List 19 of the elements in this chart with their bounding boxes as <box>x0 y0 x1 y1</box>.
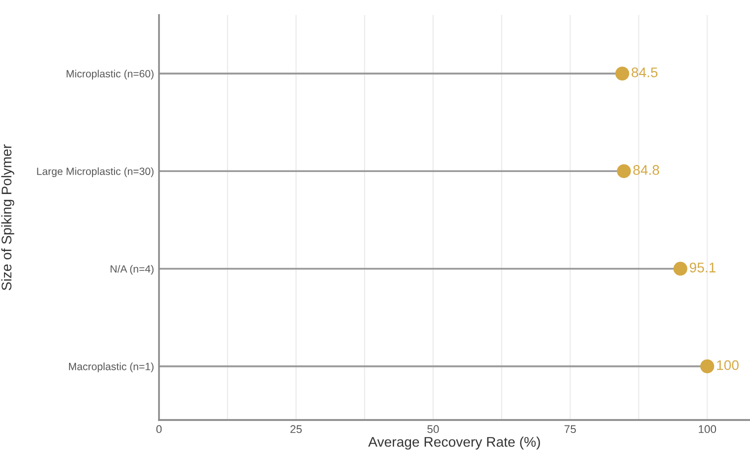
data-label: 84.8 <box>633 165 660 175</box>
x-axis-title: Average Recovery Rate (%) <box>368 436 540 450</box>
x-tick-label: 25 <box>290 425 302 434</box>
point <box>616 164 631 178</box>
y-tick-label: Macroplastic (n=1) <box>69 362 154 372</box>
point <box>615 66 630 80</box>
y-tick-label: N/A (n=4) <box>110 264 154 275</box>
y-tick-label: Large Microplastic (n=30) <box>37 167 154 178</box>
data-label: 84.5 <box>632 67 658 78</box>
point <box>673 262 688 276</box>
data-label: 100 <box>717 360 739 370</box>
x-tick-label: 50 <box>427 425 439 434</box>
y-tick-label: Microplastic (n=60) <box>66 70 154 80</box>
data-label: 95.1 <box>690 262 716 272</box>
y-axis-title: Size of Spiking Polymer <box>1 144 14 290</box>
x-tick-label: 75 <box>564 425 576 434</box>
x-tick-label: 0 <box>156 425 162 434</box>
x-tick-label: 100 <box>698 425 716 434</box>
point <box>700 359 714 374</box>
